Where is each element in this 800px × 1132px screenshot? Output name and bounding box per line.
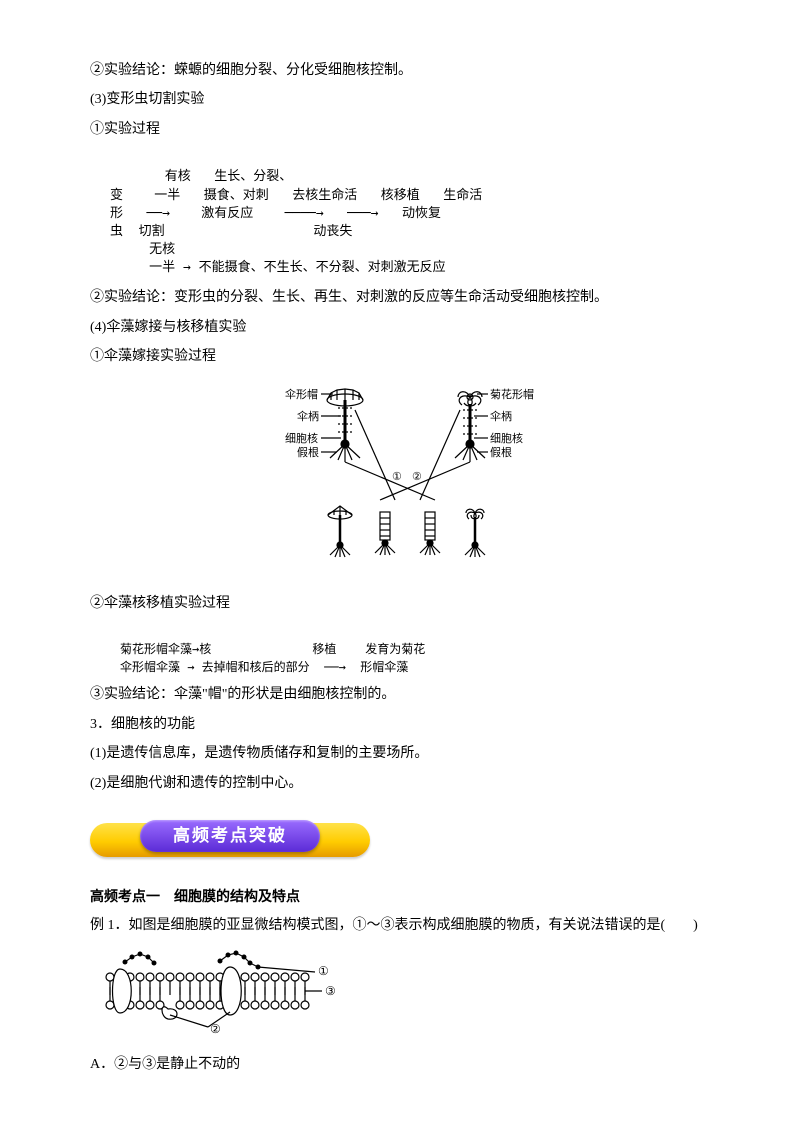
banner-pill: 高频考点突破 bbox=[140, 820, 320, 852]
membrane-figure: ① ③ ② bbox=[90, 947, 710, 1048]
para-transplant-label: ②伞藻核移植实验过程 bbox=[90, 589, 710, 618]
label-mem-2: ② bbox=[210, 1022, 221, 1036]
para-func1: (1)是遗传信息库，是遗传物质储存和复制的主要场所。 bbox=[90, 739, 710, 768]
label-stalk-r: 伞柄 bbox=[490, 409, 512, 423]
question-1: 例 1．如图是细胞膜的亚显微结构模式图，①～③表示构成细胞膜的物质，有关说法错误… bbox=[90, 911, 710, 940]
para-exp4-conclusion: ③实验结论：伞藻"帽"的形状是由细胞核控制的。 bbox=[90, 680, 710, 709]
acetabularia-graft-figure: 伞形帽 菊花形帽 伞柄 伞柄 细胞核 细胞核 假根 假根 ① ② bbox=[90, 380, 710, 581]
section-banner: 高频考点突破 bbox=[90, 816, 370, 864]
label-stalk-l: 伞柄 bbox=[297, 409, 319, 423]
banner-text: 高频考点突破 bbox=[173, 818, 287, 854]
amoeba-flow-diagram: 有核 生长、分裂、 变 一半 摄食、对刺 去核生命活 核移植 生命活 形 ──→… bbox=[110, 150, 710, 277]
para-func2: (2)是细胞代谢和遗传的控制中心。 bbox=[90, 769, 710, 798]
flow-line: 有核 生长、分裂、 bbox=[110, 169, 292, 184]
para-graft-label: ①伞藻嫁接实验过程 bbox=[90, 342, 710, 371]
heading-kp1: 高频考点一 细胞膜的结构及特点 bbox=[90, 882, 710, 911]
flow-line: 虫 切割 动丧失 bbox=[110, 224, 352, 239]
label-chrys-cap: 菊花形帽 bbox=[490, 388, 534, 401]
flow-line: 无核 bbox=[110, 242, 175, 257]
label-umbrella-cap: 伞形帽 bbox=[285, 387, 318, 401]
para-exp3-process-label: ①实验过程 bbox=[90, 115, 710, 144]
nucleus-transplant-flow: 菊花形帽伞藻→核 移植 发育为菊花 伞形帽伞藻 → 去掉帽和核后的部分 ──→ … bbox=[120, 622, 710, 676]
label-num2: ② bbox=[412, 471, 422, 483]
transplant-line: 菊花形帽伞藻→核 移植 发育为菊花 bbox=[120, 642, 425, 656]
transplant-line: 伞形帽伞藻 → 去掉帽和核后的部分 ──→ 形帽伞藻 bbox=[120, 660, 408, 674]
option-a: A．②与③是静止不动的 bbox=[90, 1050, 710, 1079]
label-rhizoid-l: 假根 bbox=[297, 445, 319, 459]
label-nucleus-r: 细胞核 bbox=[490, 431, 523, 445]
para-exp4-title: (4)伞藻嫁接与核移植实验 bbox=[90, 313, 710, 342]
label-num1: ① bbox=[392, 471, 402, 483]
flow-line: 形 ──→ 激有反应 ────→ ───→ 动恢复 bbox=[110, 206, 441, 221]
para-conclusion-2: ②实验结论：蝾螈的细胞分裂、分化受细胞核控制。 bbox=[90, 56, 710, 85]
label-nucleus-l: 细胞核 bbox=[285, 431, 318, 445]
para-exp3-title: (3)变形虫切割实验 bbox=[90, 85, 710, 114]
para-exp3-conclusion: ②实验结论：变形虫的分裂、生长、再生、对刺激的反应等生命活动受细胞核控制。 bbox=[90, 283, 710, 312]
para-section3: 3．细胞核的功能 bbox=[90, 710, 710, 739]
label-rhizoid-r: 假根 bbox=[490, 445, 512, 459]
label-mem-3: ③ bbox=[325, 984, 336, 998]
flow-line: 一半 → 不能摄食、不生长、不分裂、对刺激无反应 bbox=[110, 260, 446, 275]
label-mem-1: ① bbox=[318, 964, 329, 978]
flow-line: 变 一半 摄食、对刺 去核生命活 核移植 生命活 bbox=[110, 188, 482, 203]
